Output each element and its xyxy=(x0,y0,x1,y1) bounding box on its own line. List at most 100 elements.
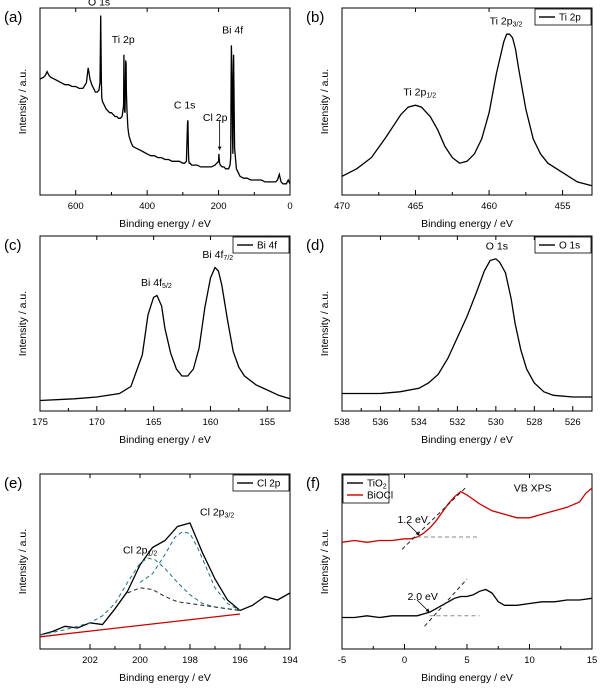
plot-frame xyxy=(39,235,291,412)
x-tick-label: 538 xyxy=(334,417,350,428)
panel-letter: (c) xyxy=(4,237,22,254)
legend-box xyxy=(534,8,592,26)
x-axis-title: Binding energy / eV xyxy=(421,434,513,446)
plot-frame xyxy=(341,7,593,196)
x-axis-title: Binding energy / eV xyxy=(421,672,513,684)
legend-box xyxy=(232,236,290,254)
legend-box xyxy=(534,236,592,254)
panel-d: (d) 538 536 534 532 530 528 526 Binding energy /… xyxy=(306,235,593,446)
x-tick-label: 534 xyxy=(411,417,427,428)
legend-label: O 1s xyxy=(559,241,580,252)
x-tick-label: 528 xyxy=(526,417,542,428)
x-tick-label: 155 xyxy=(259,417,275,428)
x-tick-label: 600 xyxy=(68,201,84,212)
plot-frame xyxy=(341,235,593,412)
series-line xyxy=(341,487,593,543)
peak-label: Cl 2p xyxy=(203,112,228,124)
series-line xyxy=(424,578,468,627)
x-axis-title: Binding energy / eV xyxy=(119,672,211,684)
y-axis-title: Intensity / a.u. xyxy=(319,291,331,356)
x-tick-label: 455 xyxy=(555,201,571,212)
x-tick-label: 175 xyxy=(32,417,48,428)
legend-box xyxy=(342,474,390,504)
x-tick-label: 400 xyxy=(139,201,155,212)
peak-label: Bi 4f5/2 xyxy=(141,277,172,290)
x-tick-label: 5 xyxy=(464,655,469,666)
peak-label: 1.2 eV xyxy=(398,514,428,526)
y-axis-title: Intensity / a.u. xyxy=(319,69,331,134)
x-tick-label: 170 xyxy=(89,417,105,428)
x-tick-label: 198 xyxy=(182,655,198,666)
x-tick-label: 194 xyxy=(282,655,298,666)
series-line xyxy=(342,588,593,619)
panel-letter: (e) xyxy=(4,475,22,492)
x-tick-label: 165 xyxy=(146,417,162,428)
panel-e: (e) 202 200 198 196 194 Binding energy / eV Int… xyxy=(4,473,298,684)
series-line xyxy=(342,258,592,398)
peak-label: C 1s xyxy=(174,99,196,111)
panel-b: (b) 470 465 460 455 Binding energy / eV Intens… xyxy=(306,7,593,230)
peak-label: Bi 4f xyxy=(222,24,243,36)
series-line xyxy=(401,485,468,550)
legend-label: BiOCl xyxy=(367,491,393,502)
x-tick-label: 15 xyxy=(587,655,598,666)
series-line xyxy=(341,33,593,187)
x-tick-label: 526 xyxy=(565,417,581,428)
series-line xyxy=(39,522,291,636)
y-axis-title: Intensity / a.u. xyxy=(17,529,29,594)
peak-label: Cl 2p3/2 xyxy=(200,506,234,519)
peak-label: Ti 2p1/2 xyxy=(403,87,436,100)
series-line xyxy=(39,266,291,402)
series-line xyxy=(39,557,241,636)
legend-box xyxy=(232,474,290,492)
x-tick-label: 160 xyxy=(203,417,219,428)
x-tick-label: 200 xyxy=(132,655,148,666)
peak-label: 2.0 eV xyxy=(408,591,438,603)
x-axis-title: Binding energy / eV xyxy=(119,218,211,230)
series-line xyxy=(39,15,291,185)
x-tick-label: 0 xyxy=(402,655,407,666)
legend-label: Bi 4f xyxy=(257,241,277,252)
y-axis-title: Intensity / a.u. xyxy=(319,529,331,594)
x-tick-label: 10 xyxy=(524,655,535,666)
x-tick-label: 200 xyxy=(211,201,227,212)
panel-f: (f) -5 0 5 10 15 Binding energy / eV Intensity … xyxy=(306,473,598,684)
series-line xyxy=(127,587,241,611)
x-tick-label: 532 xyxy=(449,417,465,428)
panel-c: (c) 175 170 165 160 155 Binding energy / eV Int… xyxy=(4,235,291,446)
x-tick-label: -5 xyxy=(338,655,346,666)
legend-label: Ti 2p xyxy=(559,13,581,24)
plot-frame xyxy=(39,7,291,196)
peak-label: VB XPS xyxy=(514,483,552,495)
arrow-head xyxy=(425,608,430,613)
y-axis-title: Intensity / a.u. xyxy=(17,69,29,134)
x-tick-label: 470 xyxy=(334,201,350,212)
peak-label: O 1s xyxy=(88,0,110,9)
x-axis-title: Binding energy / eV xyxy=(119,434,211,446)
peak-label: Bi 4f7/2 xyxy=(202,249,233,262)
peak-label: Cl 2p1/2 xyxy=(123,545,157,558)
series-line xyxy=(39,613,241,638)
series-line xyxy=(139,531,241,611)
peak-label: Ti 2p3/2 xyxy=(490,15,523,28)
x-tick-label: 530 xyxy=(488,417,504,428)
peak-label: O 1s xyxy=(486,240,508,252)
x-tick-label: 202 xyxy=(82,655,98,666)
x-tick-label: 460 xyxy=(481,201,497,212)
x-axis-title: Binding energy / eV xyxy=(421,218,513,230)
arrow-head xyxy=(415,531,420,536)
arrow-head xyxy=(217,146,222,151)
x-tick-label: 465 xyxy=(408,201,424,212)
panel-letter: (b) xyxy=(306,9,324,26)
panel-letter: (f) xyxy=(306,475,320,492)
panel-letter: (d) xyxy=(306,237,324,254)
x-tick-label: 536 xyxy=(373,417,389,428)
y-axis-title: Intensity / a.u. xyxy=(17,291,29,356)
x-tick-label: 0 xyxy=(287,201,292,212)
panel-letter: (a) xyxy=(4,9,22,26)
legend-label: TiO2 xyxy=(367,479,387,491)
x-tick-label: 196 xyxy=(232,655,248,666)
peak-label: Ti 2p xyxy=(112,34,135,46)
legend-label: Cl 2p xyxy=(257,479,281,490)
